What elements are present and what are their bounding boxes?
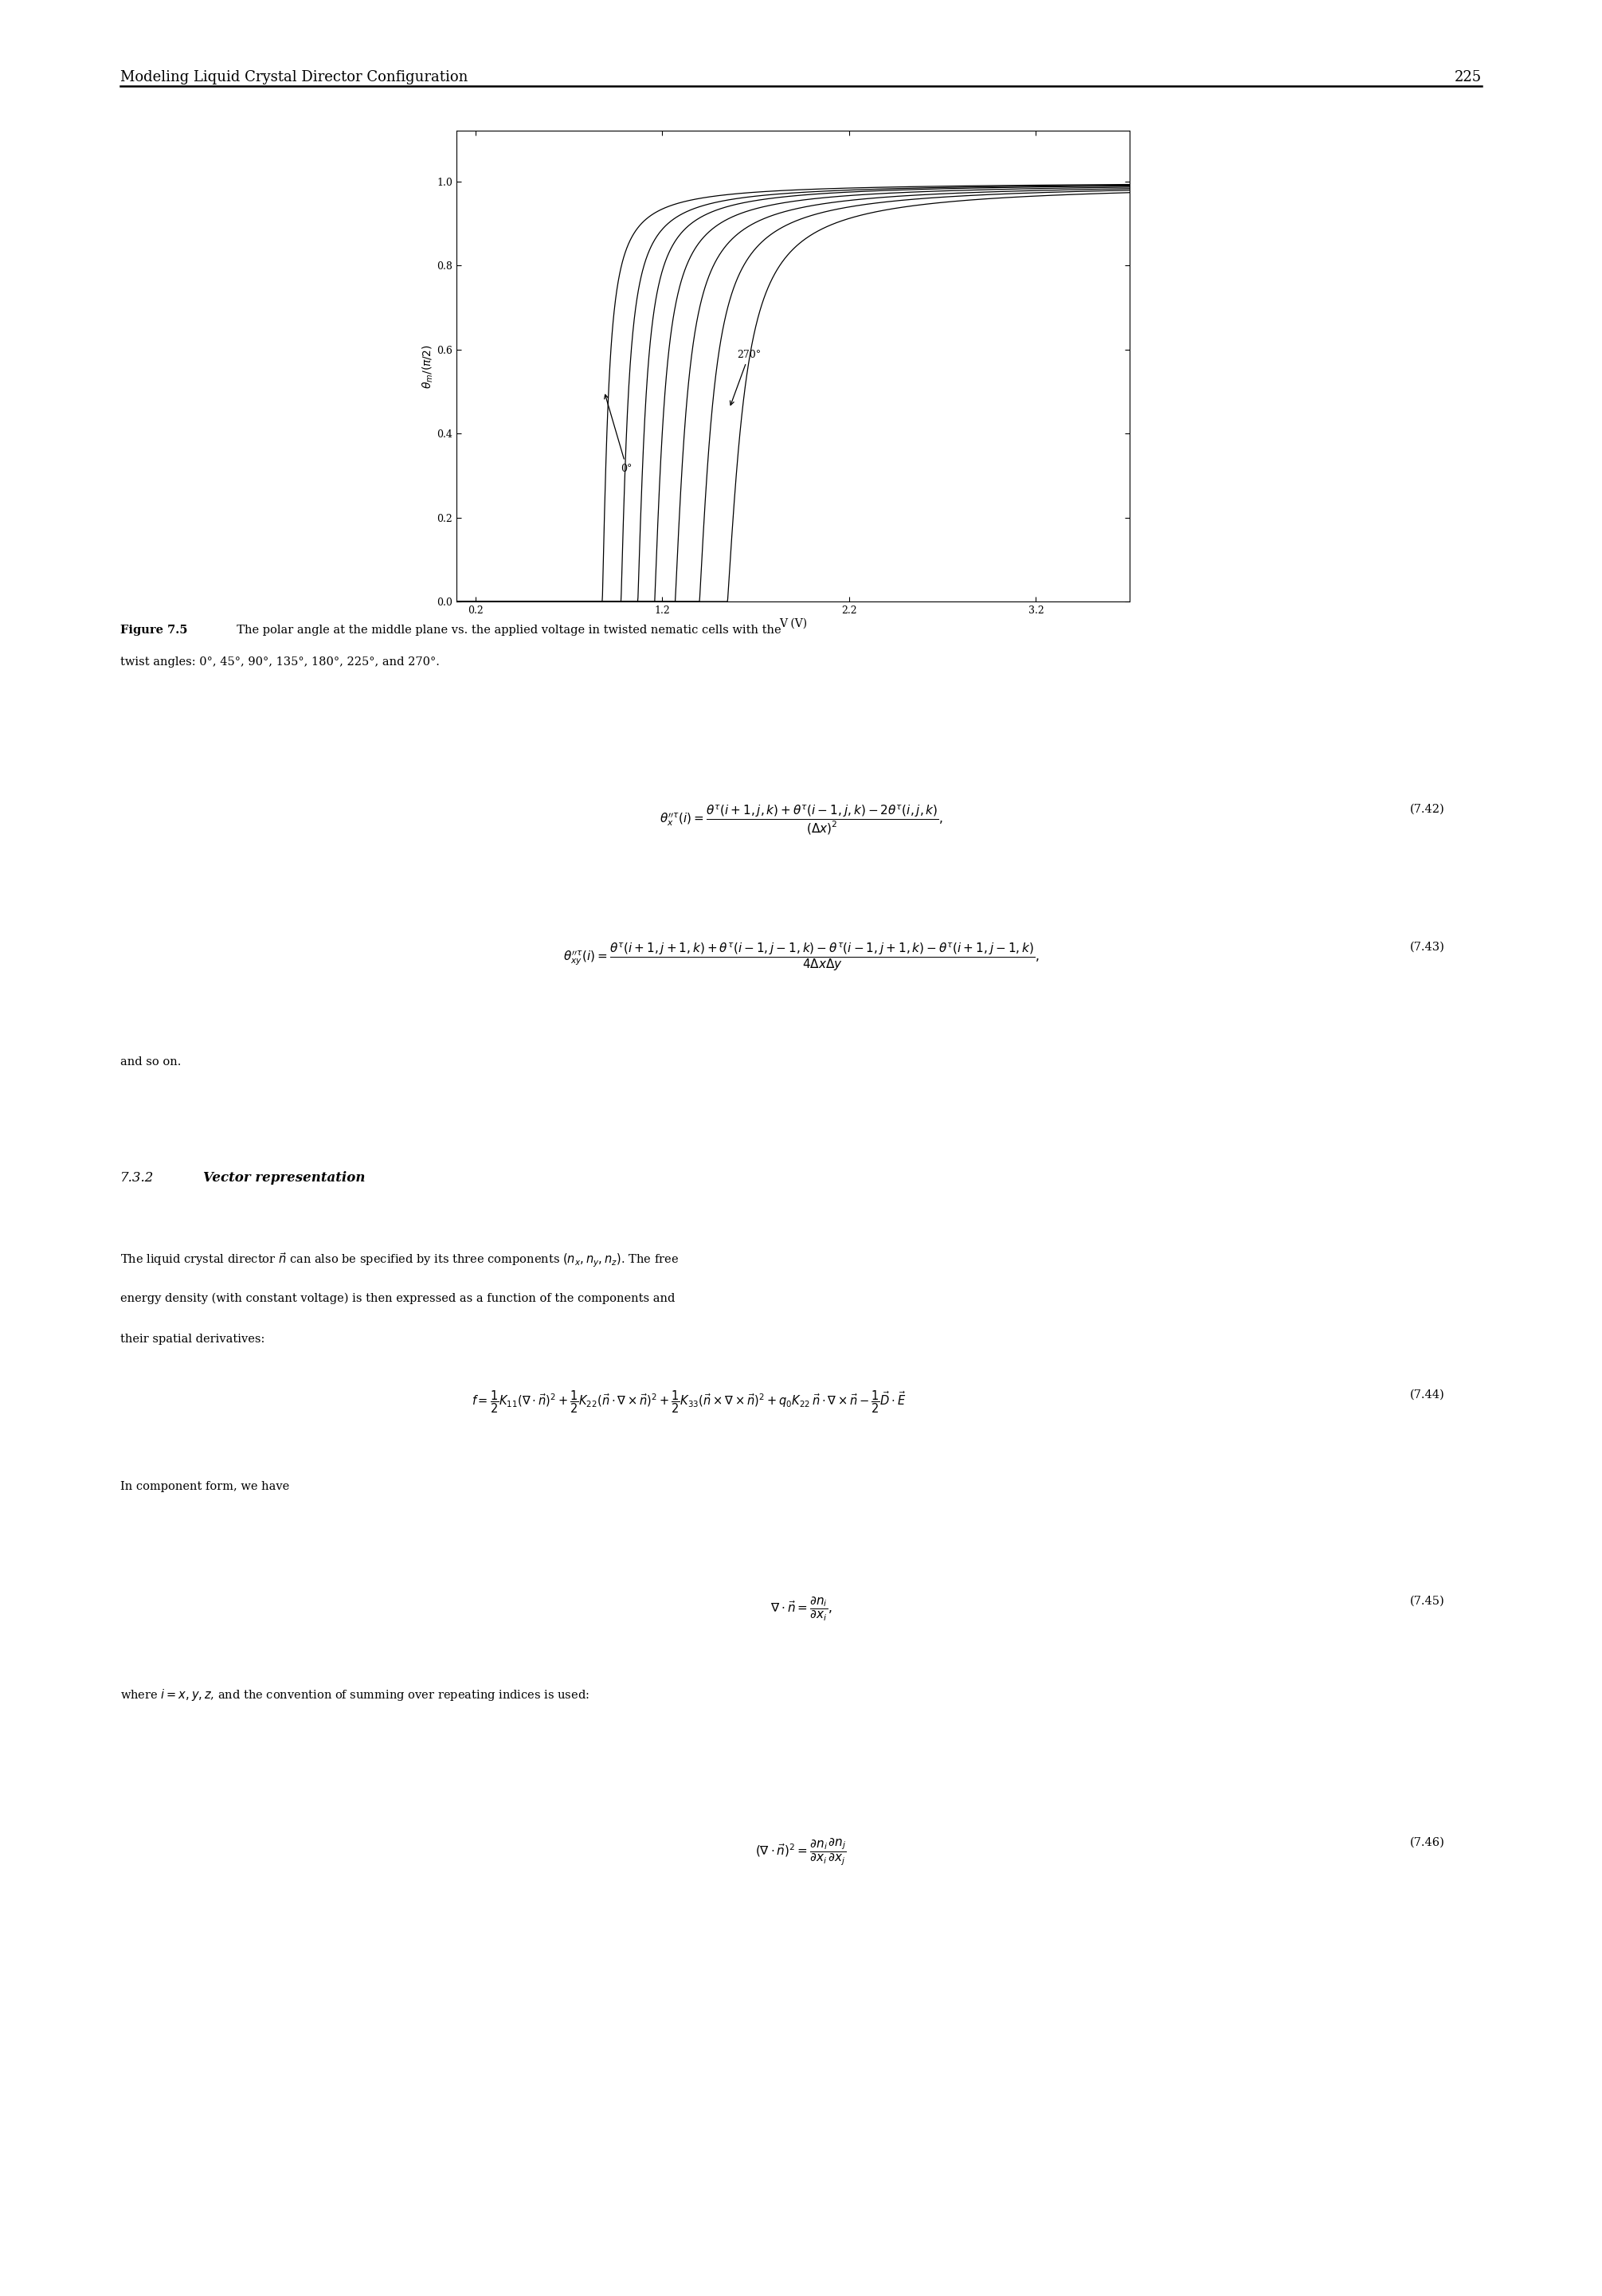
Text: 7.3.2: 7.3.2: [120, 1171, 154, 1185]
X-axis label: V (V): V (V): [779, 618, 807, 629]
Text: In component form, we have: In component form, we have: [120, 1481, 290, 1492]
Text: (7.46): (7.46): [1410, 1837, 1445, 1848]
Text: their spatial derivatives:: their spatial derivatives:: [120, 1334, 264, 1345]
Text: The liquid crystal director $\vec{n}$ can also be specified by its three compone: The liquid crystal director $\vec{n}$ ca…: [120, 1251, 679, 1270]
Text: Modeling Liquid Crystal Director Configuration: Modeling Liquid Crystal Director Configu…: [120, 69, 468, 85]
Text: The polar angle at the middle plane vs. the applied voltage in twisted nematic c: The polar angle at the middle plane vs. …: [229, 625, 780, 636]
Text: (7.44): (7.44): [1410, 1389, 1445, 1401]
Text: and so on.: and so on.: [120, 1056, 181, 1068]
Text: Vector representation: Vector representation: [203, 1171, 365, 1185]
Text: $f = \dfrac{1}{2}K_{11}\left(\nabla\cdot\vec{n}\right)^2 + \dfrac{1}{2}K_{22}\le: $f = \dfrac{1}{2}K_{11}\left(\nabla\cdot…: [471, 1389, 907, 1414]
Text: 0°: 0°: [604, 395, 633, 473]
Text: (7.45): (7.45): [1410, 1596, 1445, 1607]
Text: $\left(\nabla\cdot\vec{n}\right)^2 = \dfrac{\partial n_i}{\partial x_i}\dfrac{\p: $\left(\nabla\cdot\vec{n}\right)^2 = \df…: [756, 1837, 846, 1867]
Text: $\theta_{xy}^{\prime\prime\tau}(i) = \dfrac{\theta^\tau(i+1,j+1,k) + \theta^\tau: $\theta_{xy}^{\prime\prime\tau}(i) = \df…: [562, 941, 1040, 974]
Text: energy density (with constant voltage) is then expressed as a function of the co: energy density (with constant voltage) i…: [120, 1293, 674, 1304]
Text: (7.43): (7.43): [1410, 941, 1445, 953]
Text: where $i = x, y, z$, and the convention of summing over repeating indices is use: where $i = x, y, z$, and the convention …: [120, 1688, 590, 1704]
Text: Figure 7.5: Figure 7.5: [120, 625, 187, 636]
Text: $\nabla\cdot\vec{n} = \dfrac{\partial n_i}{\partial x_i},$: $\nabla\cdot\vec{n} = \dfrac{\partial n_…: [771, 1596, 831, 1623]
Text: 225: 225: [1455, 69, 1482, 85]
Y-axis label: $\theta_m/(\pi/2)$: $\theta_m/(\pi/2)$: [421, 344, 434, 388]
Text: (7.42): (7.42): [1410, 804, 1445, 815]
Text: 270°: 270°: [731, 349, 761, 404]
Text: $\theta_x^{\prime\prime\tau}(i) = \dfrac{\theta^\tau(i+1,j,k) + \theta^\tau(i-1,: $\theta_x^{\prime\prime\tau}(i) = \dfrac…: [658, 804, 944, 836]
Text: twist angles: 0°, 45°, 90°, 135°, 180°, 225°, and 270°.: twist angles: 0°, 45°, 90°, 135°, 180°, …: [120, 657, 439, 668]
